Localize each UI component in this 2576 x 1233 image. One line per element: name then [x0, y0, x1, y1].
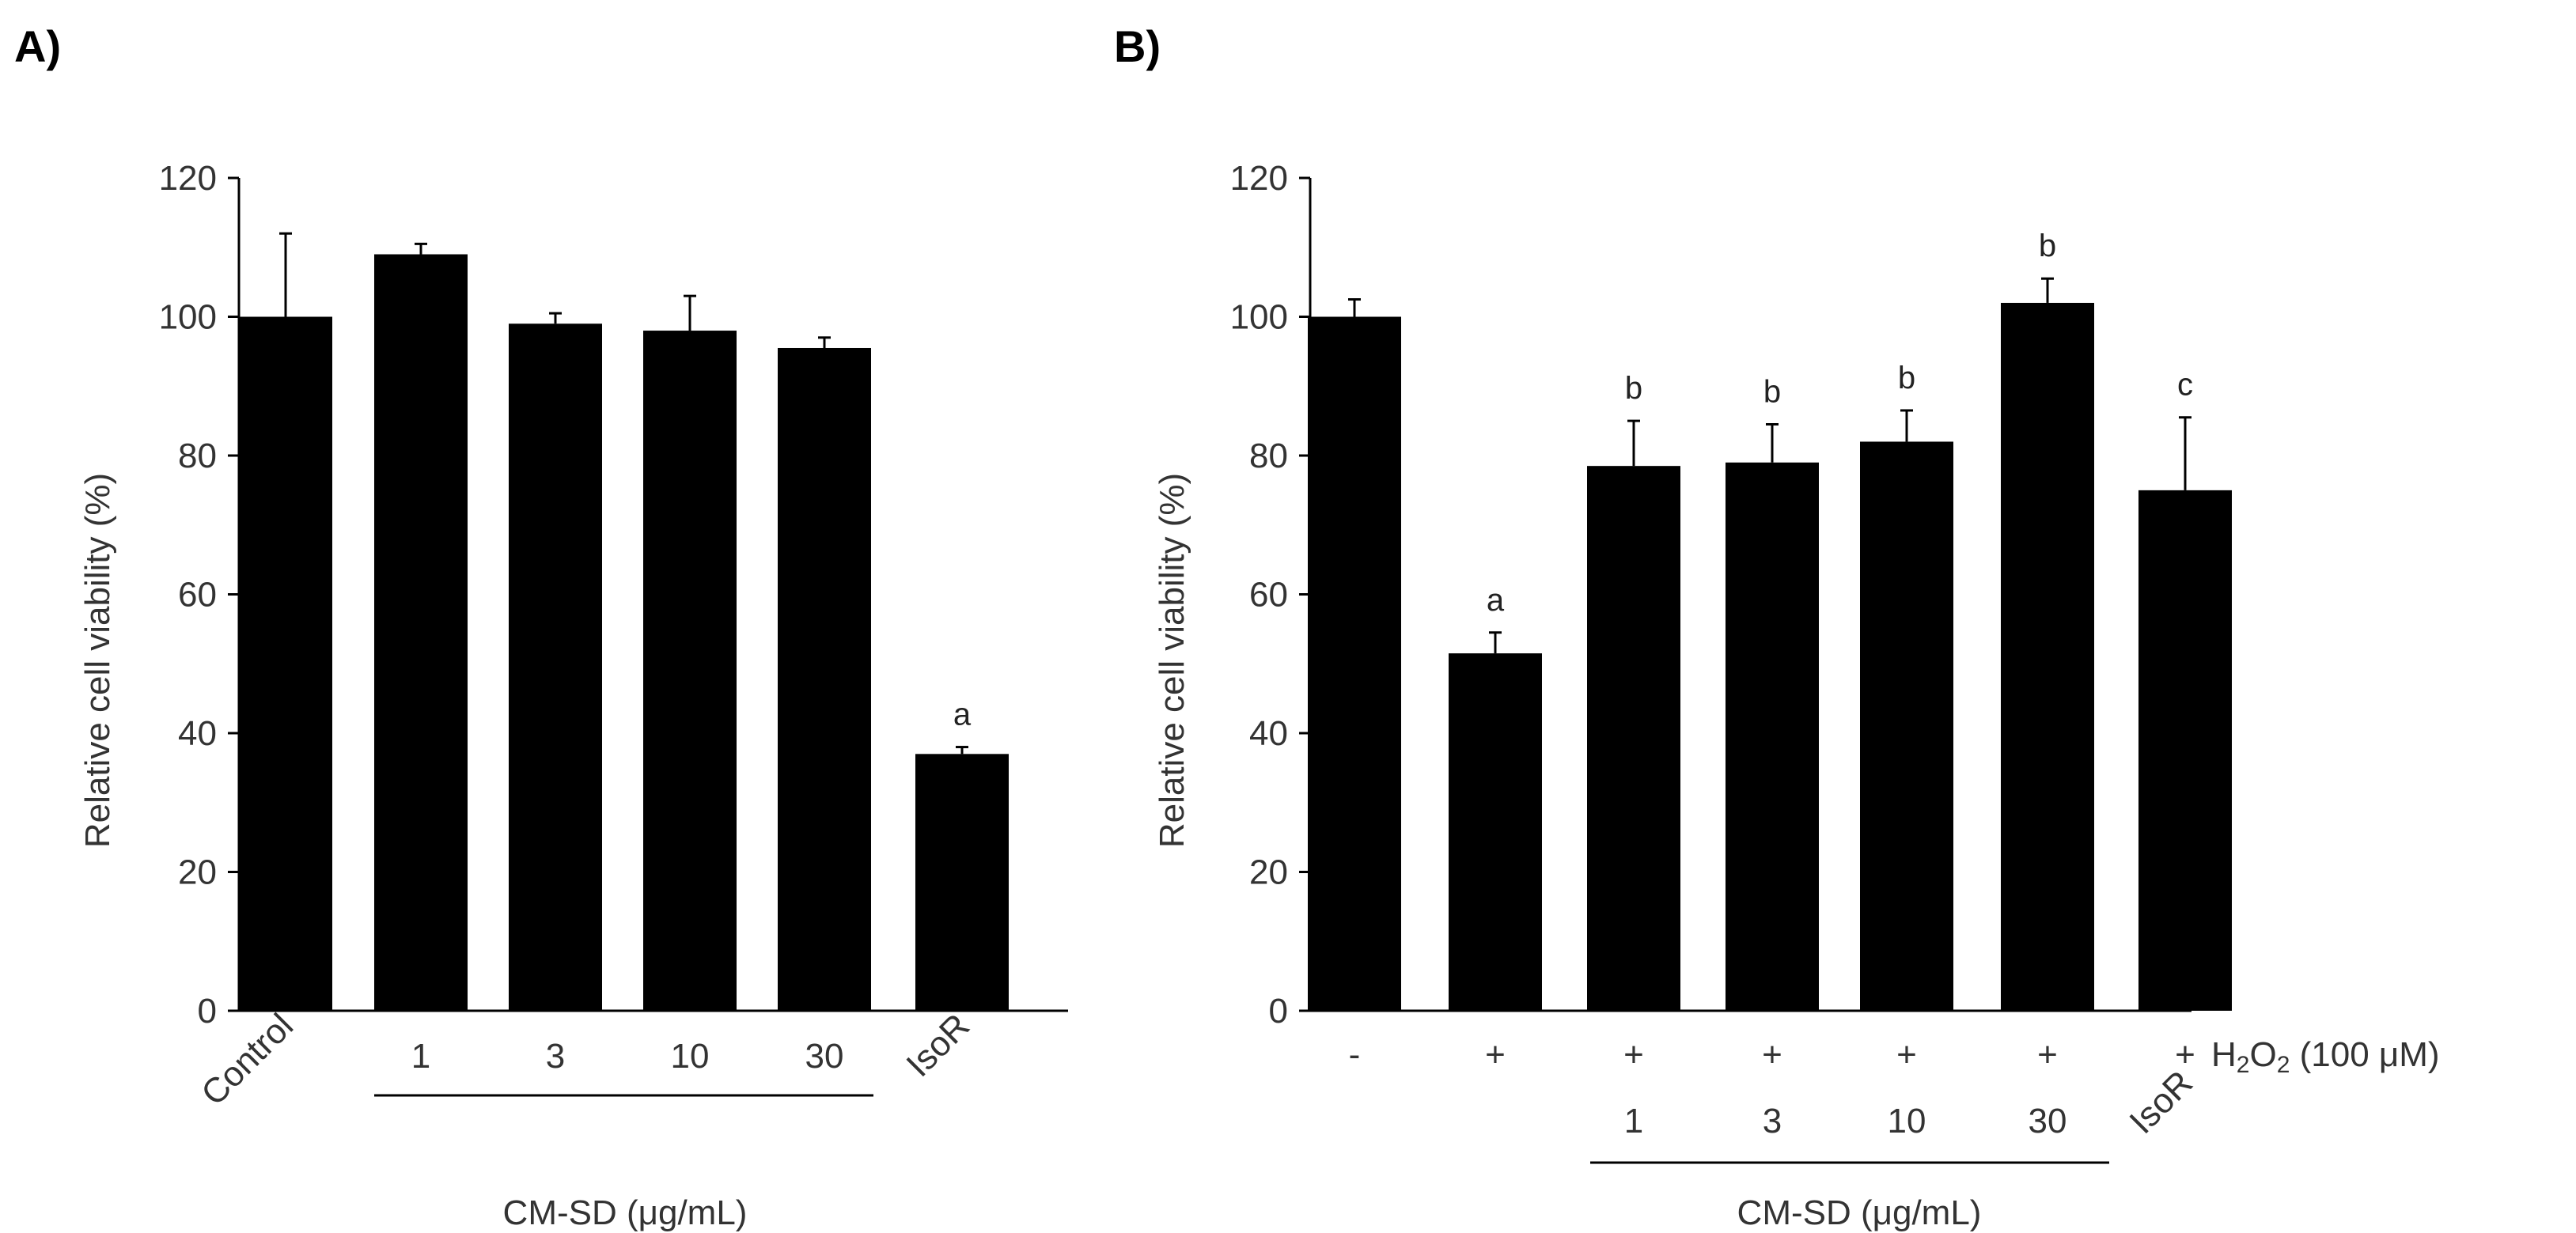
panel-a-y-tick-label: 20: [178, 853, 217, 892]
panel-b-bar: [1587, 466, 1680, 1011]
panel-b-treatment-label: H2O2 (100 μM): [2211, 1035, 2440, 1078]
panel-b-y-tick-label: 80: [1249, 437, 1288, 475]
panel-b-bar: [2138, 490, 2232, 1011]
panel-a-bar: [509, 323, 602, 1011]
panel-b-significance-label: b: [1898, 361, 1915, 395]
panel-a-bar: [778, 347, 871, 1011]
panel-a-y-tick-label: 80: [178, 437, 217, 475]
panel-a-bar: [374, 254, 468, 1011]
panel-b-bar: [1726, 462, 1819, 1011]
panel-b-y-tick-label: 20: [1249, 853, 1288, 892]
panel-b-treatment-mark: +: [2175, 1035, 2195, 1074]
panel-a-bar: [915, 754, 1009, 1011]
panel-b-significance-label: b: [2039, 229, 2056, 263]
panel-b-y-axis-label: Relative cell viability (%): [1153, 473, 1191, 848]
panel-b-treatment-mark: +: [1623, 1035, 1644, 1074]
panel-b: B) Relative cell viability (%) H2O2 (100…: [1114, 21, 2440, 1232]
panel-a-category-label: 10: [671, 1037, 710, 1076]
panel-b-category-label: 10: [1888, 1102, 1926, 1140]
panel-a-group-label: CM-SD (μg/mL): [503, 1193, 748, 1232]
panel-a-y-tick-label: 100: [159, 298, 217, 337]
panel-b-treatment-mark: +: [2037, 1035, 2058, 1074]
panel-a-bar: [643, 331, 737, 1011]
panel-b-bar: [1449, 653, 1542, 1011]
panel-a-y-tick-label: 60: [178, 576, 217, 615]
panel-a-y-axis-label: Relative cell viability (%): [78, 473, 117, 848]
panel-a-category-label: 1: [411, 1037, 430, 1076]
panel-b-y-tick-label: 100: [1230, 298, 1288, 337]
panel-b-y-tick-label: 60: [1249, 576, 1288, 615]
panel-a: A) Relative cell viability (%) CM-SD (μg…: [14, 21, 1068, 1232]
panel-a-label: A): [14, 21, 61, 71]
panel-b-bar: [1860, 441, 1953, 1011]
panel-b-category-label: 30: [2029, 1102, 2067, 1140]
panel-b-treatment-mark: +: [1485, 1035, 1506, 1074]
panel-b-treatment-mark: +: [1896, 1035, 1917, 1074]
panel-b-label: B): [1114, 21, 1161, 71]
panel-b-y-tick-label: 120: [1230, 159, 1288, 198]
panel-a-y-tick-label: 40: [178, 714, 217, 753]
panel-b-treatment-mark: +: [1762, 1035, 1782, 1074]
panel-b-significance-label: b: [1625, 371, 1642, 406]
panel-b-significance-label: c: [2177, 368, 2193, 403]
panel-b-bar: [1308, 316, 1401, 1011]
panel-a-category-label: 30: [805, 1037, 844, 1076]
panel-a-y-tick-label: 0: [198, 992, 217, 1031]
panel-b-y-tick-label: 40: [1249, 714, 1288, 753]
panel-b-group-label: CM-SD (μg/mL): [1737, 1193, 1982, 1232]
panel-a-bar: [239, 316, 332, 1011]
panel-a-category-label: IsoR: [899, 1006, 977, 1084]
panel-b-treatment-mark: -: [1349, 1035, 1361, 1074]
panel-b-category-label: 1: [1624, 1102, 1643, 1140]
panel-b-category-label: IsoR: [2122, 1063, 2200, 1141]
panel-b-bar: [2001, 302, 2094, 1011]
panel-a-category-label: 3: [546, 1037, 565, 1076]
panel-a-significance-label: a: [953, 698, 972, 732]
panel-b-y-tick-label: 0: [1269, 992, 1288, 1031]
panel-a-y-tick-label: 120: [159, 159, 217, 198]
panel-b-category-label: 3: [1763, 1102, 1782, 1140]
panel-b-significance-label: b: [1763, 375, 1781, 410]
panel-b-significance-label: a: [1487, 583, 1505, 618]
